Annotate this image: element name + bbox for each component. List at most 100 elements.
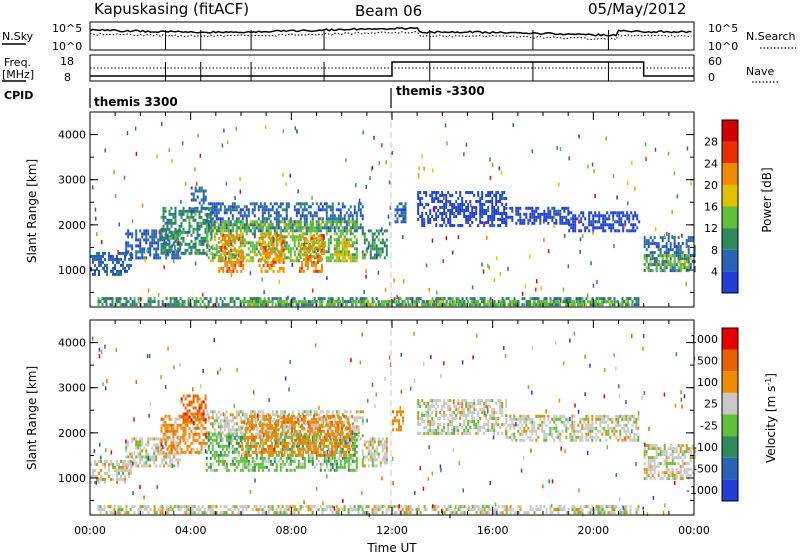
velocity-cell: [192, 406, 195, 410]
power-cell: [572, 223, 575, 227]
power-cell: [259, 297, 262, 301]
velocity-cell: [135, 440, 138, 444]
power-cell: [127, 244, 130, 248]
power-speck: [445, 236, 448, 241]
velocity-cell: [179, 458, 182, 462]
power-cell: [505, 218, 508, 222]
velocity-cell: [353, 419, 356, 423]
power-cell: [297, 253, 300, 257]
power-cell: [431, 300, 433, 304]
power-cell: [549, 209, 552, 213]
power-cell: [568, 229, 571, 233]
power-cell: [643, 263, 646, 267]
power-cell: [465, 206, 468, 209]
power-cell: [269, 220, 272, 224]
velocity-cell: [237, 413, 240, 417]
power-cell: [387, 300, 389, 304]
velocity-cell: [182, 403, 185, 407]
power-cell: [194, 206, 197, 210]
power-cell: [114, 266, 116, 270]
power-cell: [207, 256, 210, 260]
power-speck: [179, 232, 181, 237]
velocity-cell: [204, 406, 207, 410]
power-cell: [272, 248, 275, 252]
power-cell: [539, 215, 542, 219]
power-cell: [139, 244, 142, 248]
power-cell: [160, 233, 163, 237]
power-cell: [543, 215, 546, 219]
power-cell: [570, 223, 573, 227]
power-cell: [309, 223, 312, 227]
velocity-cell: [271, 419, 274, 423]
power-cell: [260, 242, 263, 246]
power-cell: [312, 233, 315, 237]
velocity-cell: [359, 416, 362, 420]
power-cell: [247, 259, 250, 263]
power-cell: [335, 232, 338, 236]
power-cell: [543, 303, 545, 307]
velocity-cell: [279, 438, 282, 442]
velocity-cell: [233, 428, 236, 432]
power-cell: [685, 245, 688, 249]
power-cell: [243, 214, 246, 218]
velocity-cell: [277, 450, 280, 454]
power-cell: [289, 259, 292, 263]
power-cell: [306, 260, 309, 264]
power-cell: [114, 263, 116, 267]
power-cell: [210, 251, 213, 255]
power-cell: [673, 242, 676, 246]
power-cell: [166, 224, 169, 228]
power-cell: [622, 211, 625, 215]
power-cell: [421, 221, 424, 224]
power-cell: [249, 202, 252, 206]
velocity-cell: [235, 413, 238, 417]
power-cell: [316, 248, 319, 252]
power-cell: [325, 205, 328, 209]
power-cell: [251, 247, 254, 251]
power-cell: [268, 266, 271, 270]
power-cell: [401, 300, 404, 304]
power-cell: [285, 297, 288, 301]
power-cell: [137, 238, 140, 242]
power-speck: [616, 195, 618, 200]
power-cell: [169, 250, 172, 254]
power-cell: [351, 256, 354, 260]
power-cell: [533, 303, 535, 307]
power-cell: [371, 232, 374, 236]
power-cell: [371, 297, 374, 301]
power-cell: [547, 221, 550, 225]
velocity-cell: [235, 438, 238, 442]
velocity-cell: [243, 416, 246, 420]
power-cell: [355, 211, 358, 215]
power-cell: [669, 263, 672, 267]
power-cell: [157, 241, 160, 245]
power-speck: [365, 251, 368, 256]
power-speck: [282, 129, 285, 134]
power-cell: [205, 220, 208, 224]
power-cell: [505, 212, 508, 216]
power-cell: [549, 212, 552, 216]
power-speck: [323, 234, 325, 239]
power-cell: [359, 303, 362, 307]
power-cell: [175, 297, 178, 301]
power-cell: [211, 205, 214, 209]
power-cell: [235, 205, 238, 209]
power-cell: [236, 257, 239, 261]
power-cell: [333, 303, 335, 307]
velocity-cell: [194, 429, 197, 433]
velocity-cell: [241, 468, 244, 472]
velocity-cell: [213, 410, 216, 414]
velocity-cell: [281, 459, 284, 463]
velocity-cell: [190, 403, 193, 407]
power-cell: [196, 224, 199, 228]
velocity-cell: [194, 432, 197, 436]
velocity-cell: [239, 425, 242, 429]
power-cell: [179, 297, 182, 301]
power-cell: [200, 207, 203, 211]
power-cell: [597, 297, 600, 301]
power-cell: [467, 300, 469, 304]
power-cell: [245, 241, 248, 245]
power-cell: [215, 211, 218, 215]
power-cell: [111, 303, 114, 307]
